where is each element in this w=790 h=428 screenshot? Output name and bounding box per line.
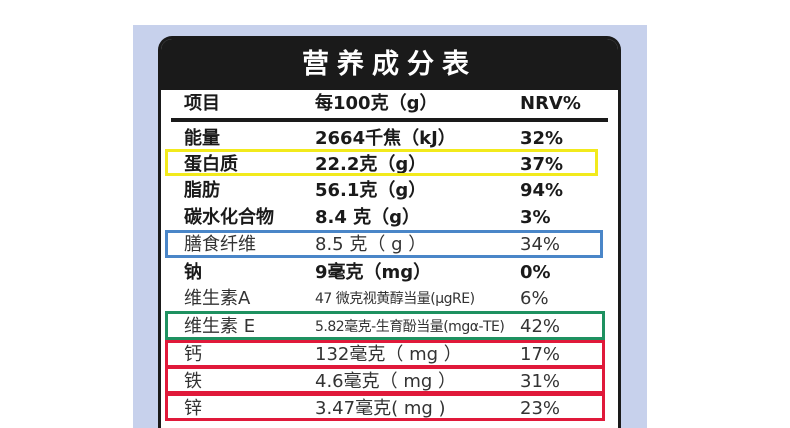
nutrient-row-protein: 蛋白质 22.2克（g） 37% — [161, 152, 618, 178]
nutrient-amount: 5.82毫克-生育酚当量(mgα-TE) — [315, 319, 505, 335]
nutrient-row-dietary-fiber: 膳食纤维 8.5 克（ g ） 34% — [161, 232, 618, 258]
nutrient-nrv: 42% — [520, 316, 561, 337]
highlight-box-red — [165, 366, 605, 394]
highlight-box-blue — [165, 230, 603, 258]
nutrient-name: 脂肪 — [184, 180, 220, 201]
nutrient-name: 膳食纤维 — [184, 234, 256, 255]
header-item: 项目 — [184, 93, 220, 114]
nutrient-name: 钠 — [184, 262, 202, 283]
nutrient-amount: 132毫克（ mg ） — [315, 344, 462, 365]
highlight-box-red — [165, 393, 605, 421]
label-title: 营养成分表 — [161, 39, 618, 90]
nutrient-row-sodium: 钠 9毫克（mg） 0% — [161, 260, 618, 286]
nutrient-nrv: 17% — [520, 344, 561, 365]
nutrient-nrv: 3% — [520, 207, 551, 228]
nutrient-name: 维生素 E — [184, 316, 256, 337]
nutrient-name: 钙 — [184, 344, 202, 365]
nutrient-row-vitamin-a: 维生素A 47 微克视黄醇当量(μgRE) 6% — [161, 286, 618, 312]
nutrient-amount: 56.1克（g） — [315, 180, 427, 201]
nutrient-name: 碳水化合物 — [184, 207, 274, 228]
highlight-box-yellow — [165, 149, 598, 176]
nutrient-name: 锌 — [184, 398, 202, 419]
nutrient-row-vitamin-e: 维生素 E 5.82毫克-生育酚当量(mgα-TE) 42% — [161, 314, 618, 340]
nutrient-nrv: 23% — [520, 398, 561, 419]
nutrient-name: 维生素A — [184, 288, 251, 309]
nutrient-amount: 9毫克（mg） — [315, 262, 432, 283]
nutrient-row-calcium: 钙 132毫克（ mg ） 17% — [161, 342, 618, 368]
nutrient-amount: 8.4 克（g） — [315, 207, 421, 228]
nutrient-row-fat: 脂肪 56.1克（g） 94% — [161, 178, 618, 204]
nutrient-row-energy: 能量 2664千焦（kJ） 32% — [161, 126, 618, 152]
highlight-box-red — [165, 340, 605, 368]
nutrient-amount: 8.5 克（ g ） — [315, 234, 427, 255]
nutrient-nrv: 32% — [520, 128, 564, 149]
nutrient-amount: 2664千焦（kJ） — [315, 128, 456, 149]
header-per-100g: 每100克（g） — [315, 93, 438, 114]
highlight-box-green — [165, 311, 605, 340]
nutrient-amount: 3.47毫克( mg ) — [315, 398, 446, 419]
nutrient-amount: 22.2克（g） — [315, 154, 427, 175]
header-row: 项目 每100克（g） NRV% — [161, 91, 618, 117]
nutrient-name: 能量 — [184, 128, 220, 149]
nutrient-nrv: 94% — [520, 180, 564, 201]
nutrient-nrv: 31% — [520, 371, 561, 392]
nutrient-row-carbohydrate: 碳水化合物 8.4 克（g） 3% — [161, 205, 618, 231]
header-nrv: NRV% — [520, 93, 581, 114]
nutrient-nrv: 37% — [520, 154, 564, 175]
nutrient-nrv: 6% — [520, 288, 549, 309]
nutrient-name: 铁 — [184, 371, 202, 392]
header-divider — [171, 118, 608, 122]
nutrient-nrv: 0% — [520, 262, 551, 283]
nutrient-name: 蛋白质 — [184, 154, 238, 175]
nutrient-row-zinc: 锌 3.47毫克( mg ) 23% — [161, 396, 618, 422]
nutrient-amount: 47 微克视黄醇当量(μgRE) — [315, 291, 475, 307]
nutrient-row-iron: 铁 4.6毫克（ mg ） 31% — [161, 369, 618, 395]
nutrient-nrv: 34% — [520, 234, 561, 255]
nutrient-amount: 4.6毫克（ mg ） — [315, 371, 457, 392]
